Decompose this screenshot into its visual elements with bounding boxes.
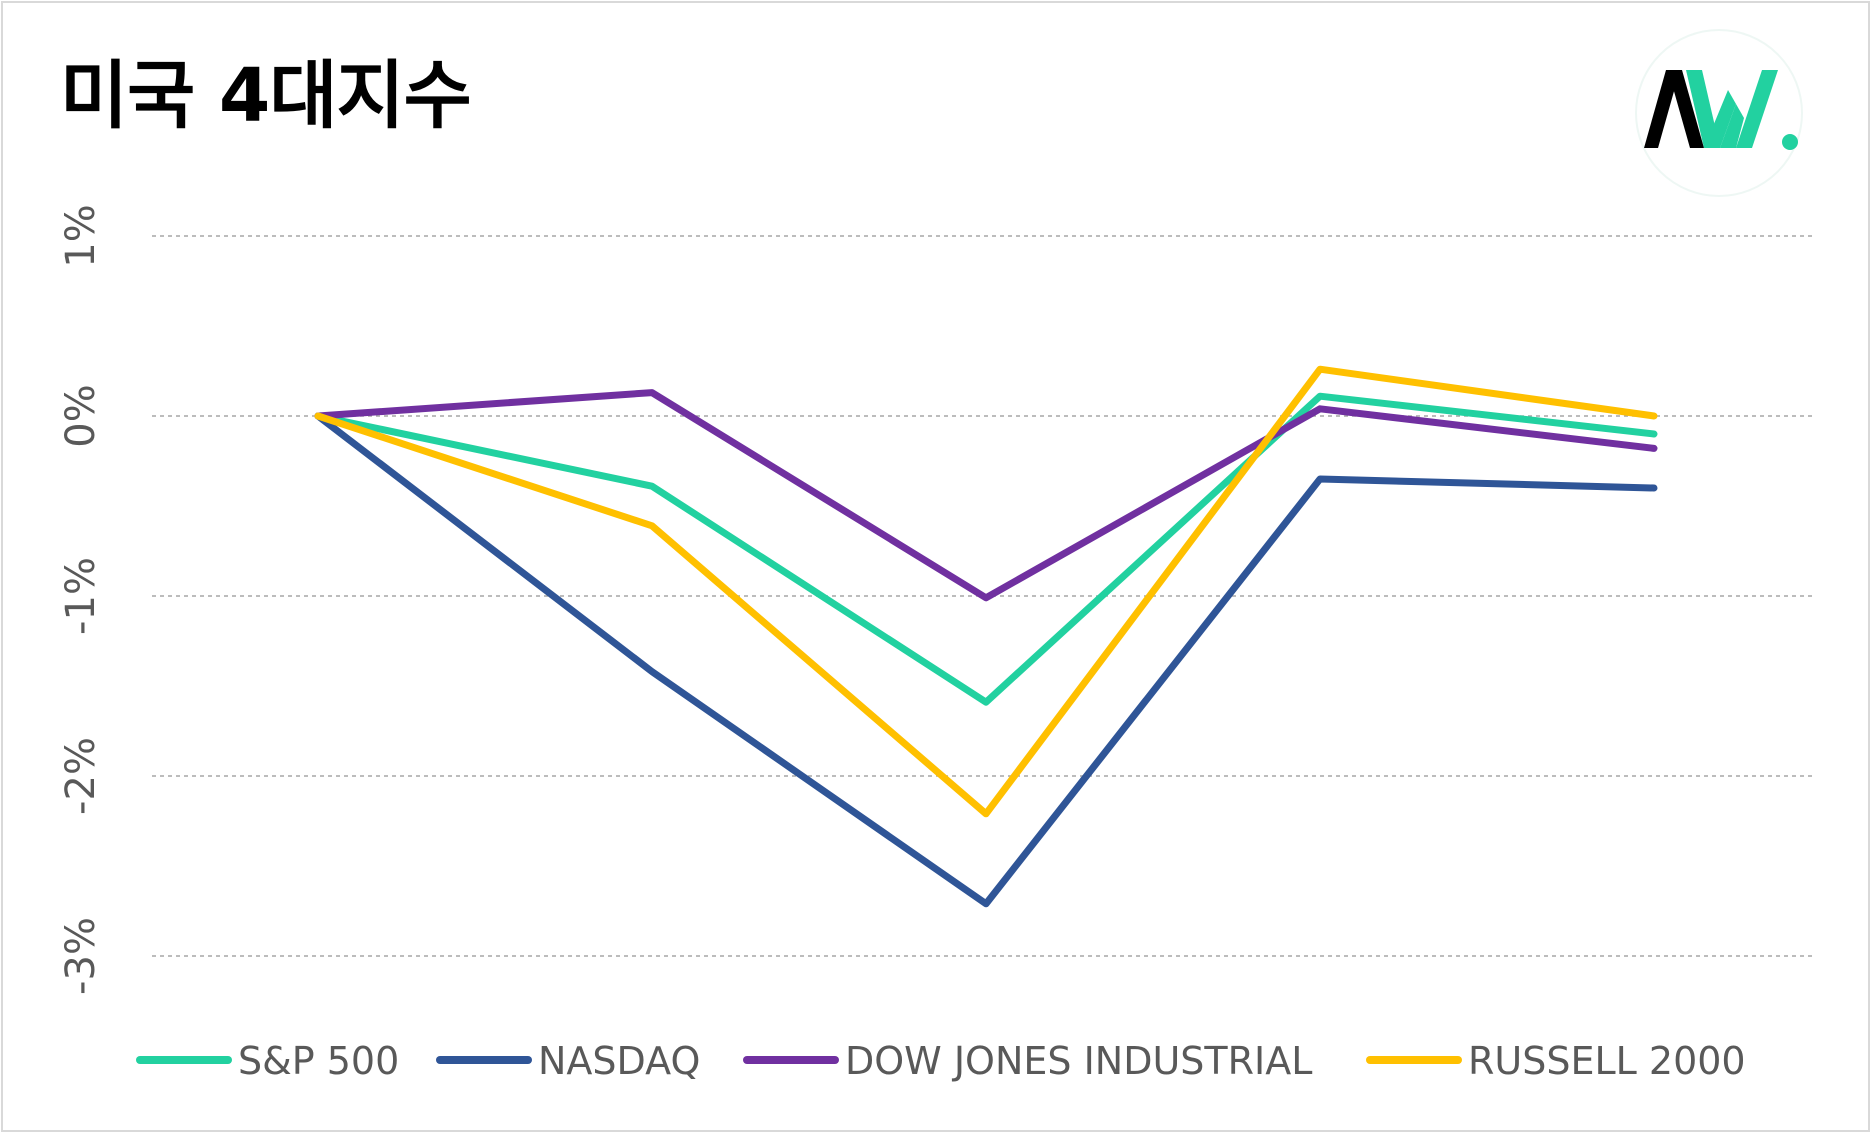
aw-logo-icon [1632,28,1806,198]
y-tick-label: -3% [58,917,104,995]
y-tick-label: -2% [58,737,104,815]
series-line-nasdaq [314,412,1658,908]
series-line-s-p-500 [314,392,1658,706]
y-tick-label: 0% [58,384,104,447]
y-tick-label: 1% [58,204,104,267]
y-tick-label: -1% [58,557,104,635]
legend-label: DOW JONES INDUSTRIAL [845,1039,1312,1083]
legend-label: RUSSELL 2000 [1468,1039,1746,1083]
series-line-russell-2000 [314,365,1658,818]
legend-label: NASDAQ [538,1039,700,1083]
legend-label: S&P 500 [238,1039,399,1083]
series-line-dow-jones-industrial [314,389,1658,602]
chart-title: 미국 4대지수 [60,53,472,139]
